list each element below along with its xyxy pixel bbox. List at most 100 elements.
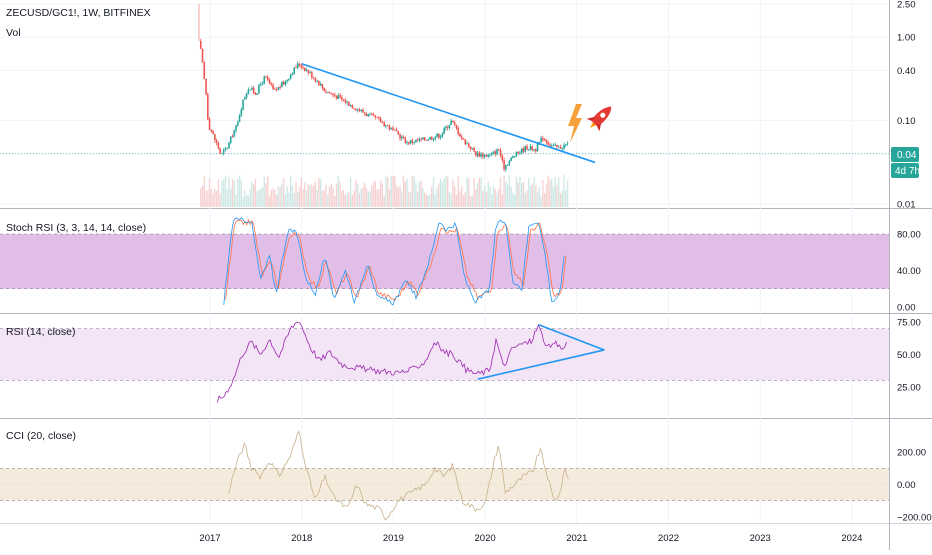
candle-body	[566, 143, 569, 145]
volume-bar	[251, 181, 253, 207]
candle-body	[535, 149, 537, 152]
candle-body	[369, 113, 371, 115]
time-tick-label: 2020	[475, 533, 496, 544]
candle-body	[552, 145, 555, 146]
candle-body	[286, 80, 288, 82]
rsi-trendline	[477, 349, 605, 380]
stoch-rsi-title[interactable]: Stoch RSI (3, 3, 14, 14, close)	[6, 222, 146, 234]
volume-bar	[521, 183, 523, 207]
candle-body	[258, 84, 260, 94]
candle-body	[233, 130, 236, 137]
volume-bar	[533, 177, 535, 207]
volume-bar	[286, 185, 288, 207]
candle-body	[446, 126, 449, 128]
price-tick-label: 0.01	[897, 200, 916, 211]
time-tick-label: 2022	[658, 533, 679, 544]
rocket-icon	[586, 106, 612, 132]
candle-body	[219, 148, 221, 154]
volume-bar	[210, 189, 213, 207]
volume-bar	[409, 192, 412, 207]
volume-bar	[397, 187, 399, 207]
rsi-title[interactable]: RSI (14, close)	[6, 326, 75, 338]
candle-body	[288, 78, 290, 81]
time-tick-label: 2017	[199, 533, 220, 544]
rsi-band	[0, 328, 889, 381]
volume-bar	[355, 180, 357, 207]
candle-body	[499, 150, 502, 156]
candle-body	[197, 4, 200, 42]
volume-bar	[379, 180, 382, 207]
candle-body	[298, 63, 301, 66]
volume-bar	[342, 189, 345, 207]
candle-body	[259, 84, 262, 85]
candle-body	[266, 77, 269, 80]
volume-bar	[312, 185, 315, 207]
candle-body	[360, 109, 363, 111]
volume-bar	[415, 182, 417, 207]
volume-bar	[270, 189, 272, 207]
stoch-rsi-band	[0, 234, 889, 289]
volume-bar	[261, 187, 264, 207]
candle-body	[229, 136, 232, 144]
volume-bar	[357, 183, 359, 207]
candle-body	[432, 139, 435, 140]
candle-body	[302, 67, 304, 69]
volume-bar	[496, 192, 498, 207]
candle-body	[388, 125, 391, 130]
candle-body	[482, 154, 484, 157]
candle-body	[325, 91, 327, 93]
candle-body	[526, 146, 528, 150]
candle-body	[265, 76, 267, 78]
volume-label[interactable]: Vol	[6, 27, 21, 39]
volume-bars	[200, 175, 569, 207]
candle-body	[538, 141, 541, 144]
candle-body	[300, 65, 303, 68]
candle-body	[413, 142, 415, 144]
volume-bar	[365, 188, 368, 207]
volume-bar	[399, 185, 401, 207]
volume-bar	[302, 189, 304, 207]
candle-body	[251, 87, 253, 90]
candle-body	[445, 126, 447, 129]
candle-body	[238, 115, 241, 123]
trendlines[interactable]	[301, 63, 605, 380]
volume-bar	[376, 189, 378, 207]
candle-body	[279, 87, 281, 88]
cci-title[interactable]: CCI (20, close)	[6, 430, 76, 442]
volume-bar	[392, 175, 394, 207]
candle-body	[236, 122, 239, 126]
candle-body	[341, 96, 343, 100]
volume-bar	[237, 178, 239, 207]
symbol-title[interactable]: ZECUSD/GC1!, 1W, BITFINEX	[6, 7, 151, 19]
volume-bar	[561, 190, 563, 207]
volume-bar	[543, 193, 546, 207]
volume-bar	[528, 178, 530, 207]
candle-body	[411, 140, 414, 143]
volume-bar	[498, 189, 500, 207]
candle-body	[408, 142, 410, 144]
stoch-d-line	[225, 218, 567, 302]
volume-bar	[309, 185, 311, 207]
candle-body	[231, 136, 234, 138]
volume-bar	[332, 187, 334, 207]
volume-bar	[413, 176, 415, 207]
volume-bar	[545, 184, 548, 207]
volume-bar	[438, 183, 440, 207]
volume-bar	[404, 181, 407, 207]
volume-bar	[222, 179, 225, 207]
candle-body	[452, 120, 454, 123]
candle-body	[240, 109, 243, 116]
volume-bar	[487, 181, 489, 207]
candle-body	[337, 95, 340, 99]
candle-body	[328, 91, 331, 94]
volume-bar	[268, 196, 271, 207]
volume-bar	[499, 177, 502, 207]
volume-bar	[260, 188, 262, 207]
candle-body	[376, 117, 378, 119]
volume-bar	[492, 186, 495, 207]
volume-bar	[478, 177, 481, 207]
stoch-rsi-tick-label: 0.00	[897, 303, 916, 314]
volume-bar	[394, 176, 396, 207]
